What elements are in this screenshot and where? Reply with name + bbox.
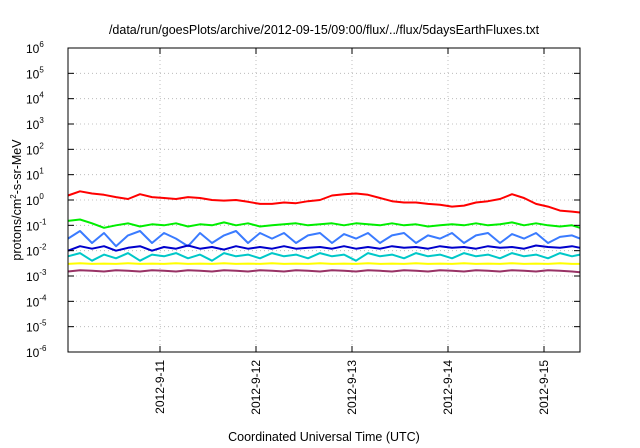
y-tick-label: 103 bbox=[26, 116, 44, 132]
y-tick-label: 10-1 bbox=[26, 217, 47, 233]
series-line-5 bbox=[67, 252, 581, 262]
chart-title: /data/run/goesPlots/archive/2012-09-15/0… bbox=[109, 23, 540, 37]
x-tick-label: 2012-9-13 bbox=[345, 360, 359, 415]
series-group bbox=[67, 190, 581, 274]
series-line-4 bbox=[67, 244, 581, 252]
y-tick-label: 101 bbox=[26, 167, 44, 183]
y-tick-label: 100 bbox=[26, 192, 44, 208]
series-line-6 bbox=[67, 262, 580, 265]
y-tick-label: 10-4 bbox=[26, 293, 47, 309]
y-tick-label: 104 bbox=[26, 91, 44, 107]
y-tick-label: 105 bbox=[26, 65, 44, 81]
x-axis: 2012-9-11 2012-9-12 2012-9-13 2012-9-14 2012… bbox=[153, 48, 551, 415]
y-tick-label: 10-5 bbox=[26, 319, 47, 335]
x-tick-label: 2012-9-15 bbox=[537, 360, 551, 415]
series-line-7 bbox=[67, 269, 581, 274]
y-tick-label: 10-2 bbox=[26, 243, 47, 259]
y-tick-label: 10-3 bbox=[26, 268, 47, 284]
y-tick-label: 10-6 bbox=[26, 344, 47, 360]
y-tick-label: 106 bbox=[26, 40, 44, 56]
y-axis: 10-6 10-5 10-4 10-3 10-2 10-1 100 101 102 103 104 1… bbox=[26, 40, 580, 360]
x-tick-label: 2012-9-12 bbox=[249, 360, 263, 415]
grid bbox=[68, 48, 580, 352]
series-line-1 bbox=[67, 190, 581, 214]
x-tick-label: 2012-9-14 bbox=[441, 360, 455, 415]
x-axis-label: Coordinated Universal Time (UTC) bbox=[228, 430, 420, 444]
y-axis-label: protons/cm2-s-sr-MeV bbox=[9, 139, 24, 261]
series-line-3 bbox=[67, 230, 581, 248]
x-tick-label: 2012-9-11 bbox=[153, 360, 167, 414]
y-tick-label: 102 bbox=[26, 141, 44, 157]
series-line-2 bbox=[67, 218, 581, 229]
